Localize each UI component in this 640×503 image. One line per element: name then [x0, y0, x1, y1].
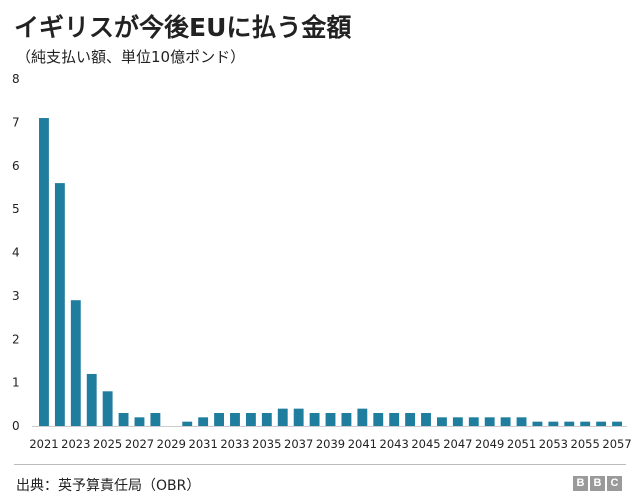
- source-note: 出典：英予算責任局（OBR）: [16, 478, 201, 494]
- bar-2037: [293, 408, 304, 426]
- x-tick-label: 2057: [602, 437, 631, 451]
- x-tick-label: 2023: [61, 437, 90, 451]
- bar-2046: [436, 417, 447, 426]
- y-tick-label: 1: [12, 376, 20, 390]
- x-tick-label: 2031: [189, 437, 218, 451]
- bar-2041: [357, 408, 368, 426]
- y-tick-label: 3: [12, 289, 20, 303]
- x-tick-label: 2049: [475, 437, 504, 451]
- bar-2025: [102, 391, 113, 426]
- y-tick-label: 4: [12, 246, 20, 260]
- bar-2043: [389, 412, 400, 426]
- bbc-logo-letter: C: [607, 476, 622, 491]
- bar-2042: [373, 412, 384, 426]
- bar-2030: [182, 421, 193, 426]
- y-tick-label: 7: [12, 115, 20, 129]
- x-tick-label: 2021: [29, 437, 58, 451]
- bar-2028: [150, 412, 161, 426]
- bar-2033: [230, 412, 240, 426]
- x-tick-label: 2041: [348, 437, 377, 451]
- bar-2023: [70, 300, 81, 426]
- bar-2057: [612, 421, 622, 426]
- bar-2040: [341, 412, 352, 426]
- x-tick-label: 2045: [411, 437, 440, 451]
- x-tick-label: 2029: [157, 437, 186, 451]
- bar-2052: [532, 421, 543, 426]
- y-tick-label: 2: [12, 332, 20, 346]
- bar-2022: [54, 183, 65, 426]
- bbc-logo-letter: B: [573, 476, 588, 491]
- y-tick-label: 5: [12, 202, 20, 216]
- bar-2050: [500, 417, 511, 426]
- bar-2031: [198, 417, 209, 426]
- bar-2049: [484, 417, 495, 426]
- bar-2039: [325, 412, 336, 426]
- bar-2047: [452, 417, 463, 426]
- x-tick-label: 2035: [252, 437, 281, 451]
- bar-2056: [596, 421, 607, 426]
- bar-2032: [214, 412, 225, 426]
- footer-divider: [14, 464, 626, 465]
- bar-2045: [421, 412, 431, 426]
- bar-2036: [277, 408, 288, 426]
- x-tick-label: 2051: [507, 437, 536, 451]
- bar-2054: [564, 421, 575, 426]
- bbc-logo-letter: B: [590, 476, 605, 491]
- bar-2034: [245, 412, 256, 426]
- y-tick-label: 8: [12, 72, 20, 86]
- bar-2026: [118, 412, 129, 426]
- x-tick-label: 2027: [125, 437, 154, 451]
- bar-2035: [261, 412, 272, 426]
- bbc-logo: B B C: [573, 476, 622, 491]
- bar-2038: [309, 412, 320, 426]
- bar-2051: [516, 417, 527, 426]
- bar-2027: [134, 417, 145, 426]
- bar-2021: [39, 118, 49, 426]
- x-tick-label: 2043: [380, 437, 409, 451]
- x-tick-label: 2055: [571, 437, 600, 451]
- x-tick-label: 2025: [93, 437, 122, 451]
- bar-2048: [468, 417, 479, 426]
- x-tick-label: 2037: [284, 437, 313, 451]
- y-tick-label: 0: [12, 419, 20, 433]
- x-tick-label: 2033: [220, 437, 249, 451]
- bar-2055: [580, 421, 591, 426]
- bar-2024: [86, 373, 97, 426]
- bar-2044: [405, 412, 416, 426]
- y-tick-label: 6: [12, 159, 20, 173]
- x-tick-label: 2039: [316, 437, 345, 451]
- bar-2053: [548, 421, 559, 426]
- x-tick-label: 2053: [539, 437, 568, 451]
- chart-title: イギリスが今後EUに払う金額: [14, 13, 352, 42]
- x-tick-label: 2047: [443, 437, 472, 451]
- chart-subtitle: （純支払い額、単位10億ポンド）: [16, 48, 246, 66]
